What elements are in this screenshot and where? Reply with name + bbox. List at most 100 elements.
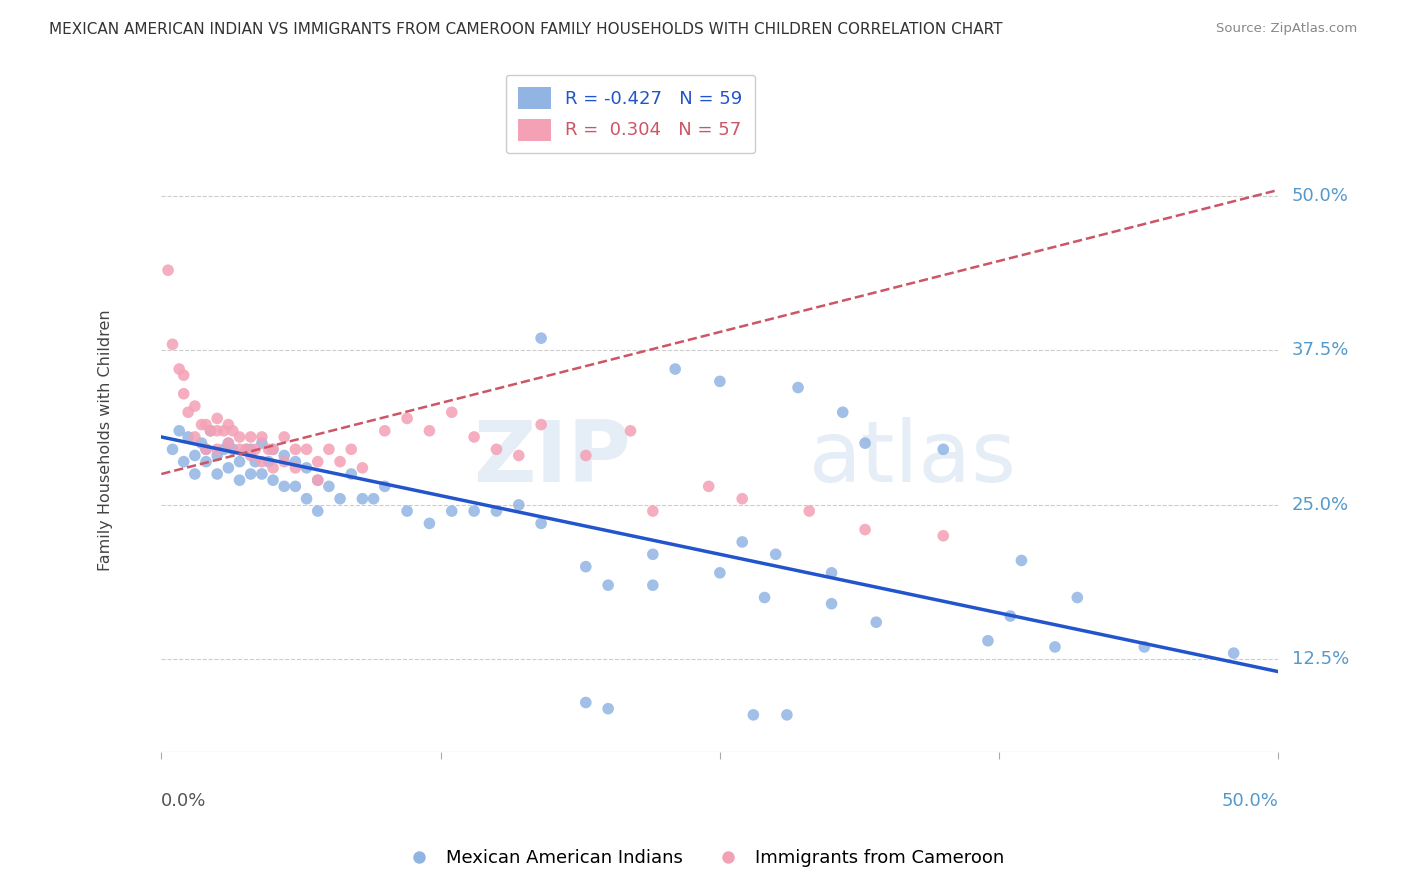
Point xyxy=(1043,640,1066,654)
Point xyxy=(865,615,887,630)
Point xyxy=(463,504,485,518)
Point xyxy=(709,566,731,580)
Point xyxy=(235,442,257,457)
Text: Source: ZipAtlas.com: Source: ZipAtlas.com xyxy=(1216,22,1357,36)
Point xyxy=(318,479,340,493)
Point xyxy=(1222,646,1244,660)
Point xyxy=(396,411,419,425)
Point xyxy=(754,591,776,605)
Point xyxy=(195,455,218,469)
Point xyxy=(932,442,955,457)
Point xyxy=(228,455,250,469)
Point xyxy=(195,442,218,457)
Point xyxy=(396,504,419,518)
Point xyxy=(243,442,266,457)
Point xyxy=(329,455,352,469)
Point xyxy=(776,707,799,722)
Point xyxy=(162,442,184,457)
Point xyxy=(184,430,207,444)
Point xyxy=(205,467,228,481)
Point xyxy=(575,449,598,463)
Point xyxy=(374,479,396,493)
Point xyxy=(205,411,228,425)
Point xyxy=(619,424,641,438)
Point xyxy=(239,442,262,457)
Point xyxy=(262,460,284,475)
Point xyxy=(352,460,374,475)
Point xyxy=(374,424,396,438)
Text: 50.0%: 50.0% xyxy=(1292,187,1348,205)
Point xyxy=(284,455,307,469)
Point xyxy=(257,455,280,469)
Point xyxy=(212,424,235,438)
Point xyxy=(295,491,318,506)
Point xyxy=(157,263,180,277)
Point xyxy=(641,578,664,592)
Point xyxy=(1133,640,1156,654)
Point xyxy=(228,473,250,487)
Point xyxy=(257,442,280,457)
Point xyxy=(731,491,754,506)
Point xyxy=(1010,553,1032,567)
Point xyxy=(235,442,257,457)
Point xyxy=(295,442,318,457)
Point xyxy=(853,523,876,537)
Point xyxy=(162,337,184,351)
Legend: R = -0.427   N = 59, R =  0.304   N = 57: R = -0.427 N = 59, R = 0.304 N = 57 xyxy=(506,75,755,153)
Point xyxy=(742,707,765,722)
Point xyxy=(853,436,876,450)
Point xyxy=(273,455,295,469)
Point xyxy=(217,436,239,450)
Point xyxy=(239,449,262,463)
Point xyxy=(222,442,245,457)
Point xyxy=(295,460,318,475)
Point xyxy=(217,436,239,450)
Text: 12.5%: 12.5% xyxy=(1292,650,1348,668)
Point xyxy=(273,430,295,444)
Point xyxy=(217,417,239,432)
Legend: Mexican American Indians, Immigrants from Cameroon: Mexican American Indians, Immigrants fro… xyxy=(394,842,1012,874)
Point xyxy=(195,417,218,432)
Point xyxy=(664,362,686,376)
Point xyxy=(598,578,620,592)
Point xyxy=(352,491,374,506)
Point xyxy=(787,380,810,394)
Point xyxy=(243,455,266,469)
Point xyxy=(765,547,787,561)
Point xyxy=(1066,591,1088,605)
Text: 37.5%: 37.5% xyxy=(1292,342,1350,359)
Point xyxy=(177,405,200,419)
Point xyxy=(799,504,821,518)
Point xyxy=(709,375,731,389)
Point xyxy=(205,424,228,438)
Point xyxy=(239,430,262,444)
Point xyxy=(598,701,620,715)
Point xyxy=(820,597,842,611)
Point xyxy=(463,430,485,444)
Text: 0.0%: 0.0% xyxy=(162,792,207,811)
Text: 50.0%: 50.0% xyxy=(1222,792,1278,811)
Point xyxy=(250,436,273,450)
Point xyxy=(212,442,235,457)
Point xyxy=(307,455,329,469)
Point xyxy=(184,449,207,463)
Point xyxy=(190,417,212,432)
Point xyxy=(731,535,754,549)
Point xyxy=(530,516,553,531)
Point xyxy=(250,467,273,481)
Point xyxy=(820,566,842,580)
Point xyxy=(273,449,295,463)
Point xyxy=(217,460,239,475)
Point xyxy=(228,430,250,444)
Point xyxy=(641,504,664,518)
Point xyxy=(284,479,307,493)
Point xyxy=(697,479,720,493)
Point xyxy=(307,504,329,518)
Point xyxy=(205,442,228,457)
Point xyxy=(318,442,340,457)
Point xyxy=(262,442,284,457)
Point xyxy=(440,504,463,518)
Point xyxy=(831,405,853,419)
Point xyxy=(184,399,207,413)
Point xyxy=(167,362,190,376)
